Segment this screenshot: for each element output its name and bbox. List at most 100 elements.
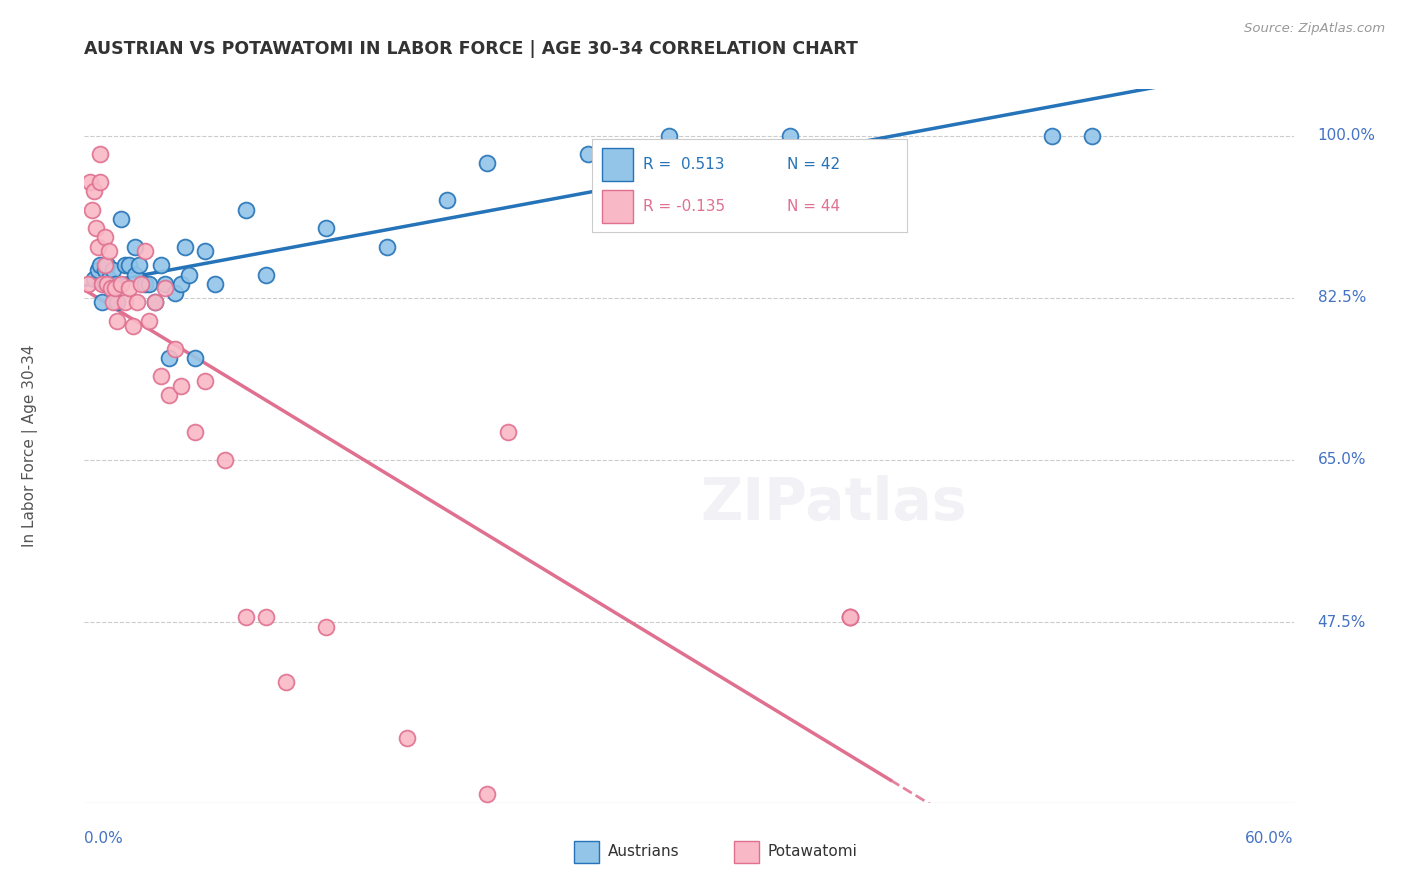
Point xyxy=(179,268,201,282)
Point xyxy=(235,202,257,217)
Point xyxy=(194,244,217,259)
Point xyxy=(86,221,108,235)
Point xyxy=(170,378,193,392)
Point xyxy=(315,620,337,634)
Point xyxy=(129,277,152,291)
Point xyxy=(839,610,862,624)
Point xyxy=(97,244,120,259)
Text: ZIPatlas: ZIPatlas xyxy=(700,475,967,532)
Point xyxy=(395,731,418,745)
Point xyxy=(274,675,297,690)
Text: Source: ZipAtlas.com: Source: ZipAtlas.com xyxy=(1244,22,1385,36)
Text: 0.0%: 0.0% xyxy=(84,831,124,847)
Point xyxy=(114,258,136,272)
Point xyxy=(174,240,197,254)
Point xyxy=(194,374,217,388)
Point xyxy=(124,268,146,282)
Point xyxy=(138,314,160,328)
Point xyxy=(124,240,146,254)
Point xyxy=(79,175,101,189)
Point xyxy=(93,230,115,244)
Point xyxy=(125,295,148,310)
Text: AUSTRIAN VS POTAWATOMI IN LABOR FORCE | AGE 30-34 CORRELATION CHART: AUSTRIAN VS POTAWATOMI IN LABOR FORCE | … xyxy=(84,40,858,58)
Point xyxy=(91,295,114,310)
Point xyxy=(87,240,110,254)
Point xyxy=(165,342,187,356)
Point xyxy=(83,272,105,286)
Point xyxy=(375,240,398,254)
Point xyxy=(138,277,160,291)
Point xyxy=(153,281,176,295)
Point xyxy=(93,263,115,277)
Point xyxy=(576,147,599,161)
Point xyxy=(153,277,176,291)
Point xyxy=(121,318,143,333)
Point xyxy=(134,244,156,259)
Point xyxy=(134,277,156,291)
Point xyxy=(83,184,105,198)
Point xyxy=(477,787,499,801)
Point xyxy=(91,277,114,291)
Point xyxy=(101,263,124,277)
Text: Austrians: Austrians xyxy=(607,845,679,859)
Text: 100.0%: 100.0% xyxy=(1317,128,1375,143)
Point xyxy=(93,258,115,272)
Point xyxy=(100,281,122,295)
Point xyxy=(89,258,111,272)
Point xyxy=(436,194,458,208)
Point xyxy=(97,272,120,286)
Point xyxy=(87,263,110,277)
Text: 47.5%: 47.5% xyxy=(1317,615,1367,630)
Point xyxy=(100,277,122,291)
Bar xyxy=(602,190,633,223)
Point xyxy=(477,156,499,170)
Point xyxy=(149,258,172,272)
Point xyxy=(204,277,226,291)
Point xyxy=(315,221,337,235)
Point xyxy=(105,295,128,310)
Point xyxy=(105,314,128,328)
Point xyxy=(157,351,180,365)
Point xyxy=(184,425,207,439)
Point xyxy=(184,351,207,365)
Point xyxy=(779,128,801,143)
Point xyxy=(118,258,141,272)
Text: R = -0.135: R = -0.135 xyxy=(643,199,724,214)
Point xyxy=(1040,128,1063,143)
Point xyxy=(143,295,166,310)
Point xyxy=(104,281,127,295)
Point xyxy=(96,277,118,291)
Point xyxy=(93,277,115,291)
Text: 82.5%: 82.5% xyxy=(1317,290,1367,305)
Point xyxy=(89,175,111,189)
Text: N = 44: N = 44 xyxy=(787,199,841,214)
Text: In Labor Force | Age 30-34: In Labor Force | Age 30-34 xyxy=(22,344,38,548)
Point xyxy=(658,128,681,143)
Point xyxy=(235,610,257,624)
Point xyxy=(82,202,104,217)
Point xyxy=(96,258,118,272)
Point xyxy=(839,610,862,624)
Point xyxy=(89,147,111,161)
Point xyxy=(839,610,862,624)
Point xyxy=(165,286,187,301)
Point xyxy=(118,281,141,295)
Text: Potawatomi: Potawatomi xyxy=(768,845,858,859)
Point xyxy=(214,453,236,467)
Point xyxy=(104,277,127,291)
Point xyxy=(101,295,124,310)
Point xyxy=(143,295,166,310)
Point xyxy=(170,277,193,291)
Point xyxy=(114,295,136,310)
Text: N = 42: N = 42 xyxy=(787,157,841,172)
Point xyxy=(1081,128,1104,143)
Point xyxy=(254,268,277,282)
Point xyxy=(157,388,180,402)
Text: R =  0.513: R = 0.513 xyxy=(643,157,724,172)
Point xyxy=(77,277,100,291)
Point xyxy=(110,277,132,291)
Point xyxy=(254,610,277,624)
Point xyxy=(149,369,172,384)
Text: 60.0%: 60.0% xyxy=(1246,831,1294,847)
Point xyxy=(496,425,519,439)
